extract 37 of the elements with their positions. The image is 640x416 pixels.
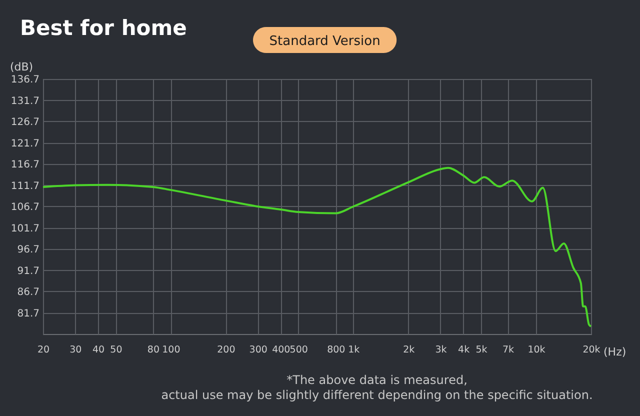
y-tick-label: 81.7	[17, 308, 40, 320]
y-tick-label: 86.7	[17, 287, 40, 298]
chart-subtitle: Standard Version	[269, 34, 380, 49]
x-tick-label: 200	[217, 344, 236, 356]
x-tick-label: 7k	[502, 344, 514, 356]
x-tick-label: 30	[70, 344, 82, 356]
x-tick-label: 1k	[348, 344, 360, 356]
x-axis-title: (Hz)	[604, 346, 626, 358]
x-tick-label: 800	[327, 344, 346, 356]
x-tick-label: 5k	[476, 344, 488, 356]
x-tick-label: 40	[92, 344, 105, 356]
y-tick-label: 101.7	[10, 223, 40, 234]
x-tick-label: 10k	[528, 344, 546, 356]
x-tick-label: 500	[290, 344, 308, 356]
y-tick-label: 111.7	[10, 180, 40, 192]
x-tick-label: 2k	[403, 344, 416, 356]
y-tick-label: 121.7	[10, 138, 40, 150]
x-tick-label: 300	[249, 344, 268, 356]
y-tick-label: 96.7	[17, 244, 40, 256]
x-tick-label: 400	[272, 344, 290, 356]
x-tick-label: 20k	[582, 344, 601, 356]
text: actual use may be slightly different depending on the specific situation.	[161, 388, 593, 402]
y-axis-title: (dB)	[10, 60, 34, 74]
y-tick-label: 91.7	[17, 266, 40, 277]
x-tick-label: 3k	[435, 344, 448, 356]
y-tick-label: 106.7	[10, 202, 40, 213]
x-tick-label: 80	[147, 344, 160, 356]
y-tick-label: 126.7	[10, 117, 40, 128]
y-tick-label: 131.7	[10, 96, 40, 107]
x-tick-label: 100	[162, 344, 180, 356]
x-tick-label: 20	[37, 344, 50, 356]
y-tick-label: 136.7	[10, 74, 40, 86]
x-tick-label: 50	[110, 344, 122, 356]
text: *The above data is measured,	[286, 373, 468, 387]
chart-title: Best for home	[20, 16, 187, 40]
y-tick-label: 116.7	[10, 160, 40, 170]
x-tick-label: 4k	[458, 344, 470, 356]
